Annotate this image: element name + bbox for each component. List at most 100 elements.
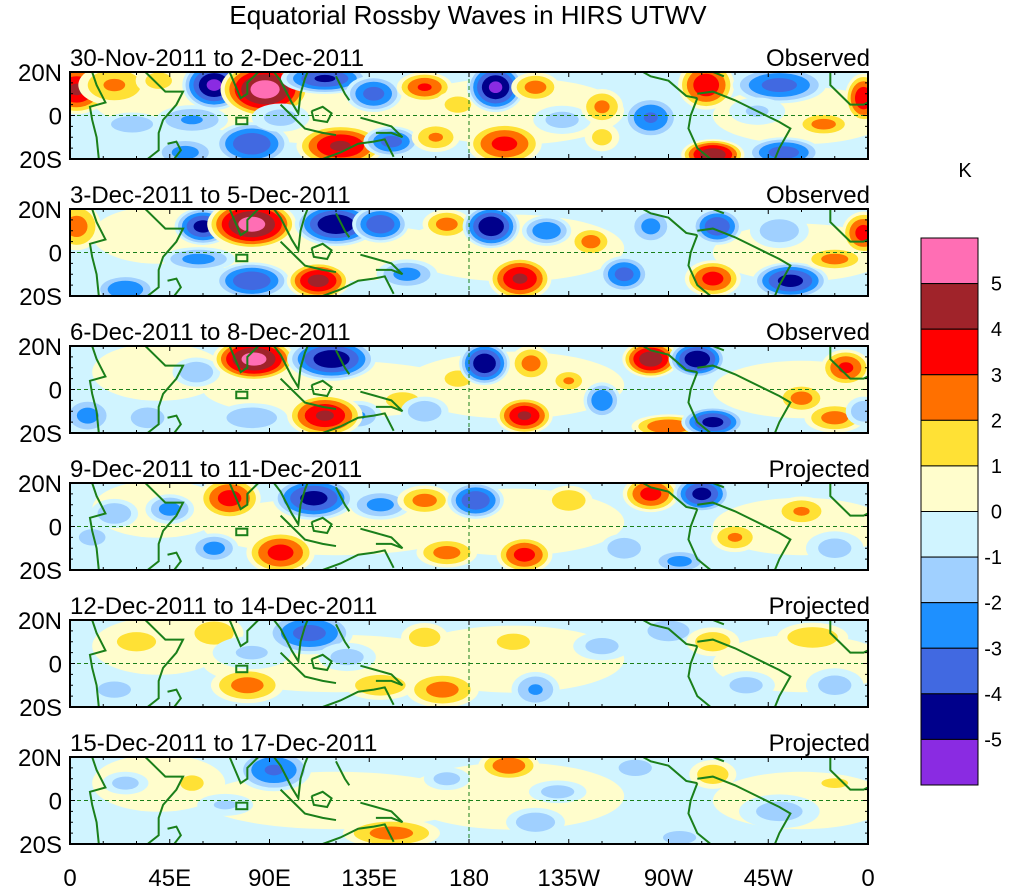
positive-anomaly [774, 496, 829, 526]
contour-level [647, 419, 690, 433]
contour-level [756, 801, 803, 822]
contour-level [292, 624, 326, 642]
colorbar-level-label: -5 [984, 729, 1002, 751]
negative-anomaly [717, 671, 775, 700]
chart-title: Equatorial Rossby Waves in HIRS UTWV [229, 0, 707, 30]
contour-level [695, 632, 731, 652]
contour-level [182, 253, 215, 265]
contour-level [145, 72, 172, 89]
panel-status: Projected [769, 593, 870, 620]
negative-anomaly [352, 209, 409, 243]
contour-level [729, 677, 763, 694]
positive-anomaly [681, 139, 745, 159]
negative-anomaly [650, 826, 709, 844]
colorbar-swatch [920, 419, 979, 467]
contour-level [97, 681, 131, 698]
contour-level [513, 547, 535, 562]
positive-anomaly [396, 72, 453, 103]
positive-anomaly [580, 89, 624, 125]
positive-anomaly [344, 670, 417, 700]
contour-level [473, 353, 496, 374]
coastline [227, 757, 260, 785]
y-tick-label: 0 [49, 241, 62, 268]
y-tick-label: 0 [49, 789, 62, 816]
colorbar-swatch [920, 328, 979, 376]
contour-level [366, 498, 394, 512]
coastline [310, 242, 333, 261]
coastline [167, 140, 183, 159]
negative-anomaly [692, 209, 743, 245]
contour-level [821, 411, 849, 425]
positive-anomaly [584, 123, 620, 152]
contour-level [181, 115, 203, 125]
coastline [701, 483, 725, 489]
negative-anomaly [189, 533, 239, 564]
negative-anomaly [349, 489, 411, 520]
coastline [829, 483, 868, 517]
positive-anomaly [488, 257, 552, 296]
positive-anomaly [70, 209, 101, 251]
coastline [701, 620, 725, 626]
weak-anomaly-region [92, 757, 226, 812]
negative-anomaly [251, 103, 310, 132]
coastline [227, 483, 260, 511]
contour-level [407, 400, 442, 422]
contour-level [366, 214, 395, 234]
coastline [701, 346, 725, 352]
negative-anomaly [746, 137, 822, 159]
colorbar-swatch [920, 511, 979, 558]
negative-anomaly [521, 215, 572, 246]
contour-level [591, 389, 613, 411]
x-tick-label: 90E [248, 865, 291, 890]
negative-anomaly [400, 396, 449, 426]
colorbar-level-label: 2 [991, 410, 1002, 432]
contour-level [315, 410, 334, 421]
panel-status: Projected [769, 456, 870, 483]
positive-anomaly [434, 90, 481, 119]
contour-level [130, 407, 165, 429]
contour-level [330, 140, 351, 152]
coastline [322, 275, 395, 296]
positive-anomaly [296, 124, 385, 159]
coastline [88, 483, 107, 570]
positive-anomaly [78, 72, 151, 106]
negative-anomaly [583, 382, 621, 419]
coastline [687, 371, 712, 433]
contour-level [76, 407, 99, 424]
colorbar-units-label: K [958, 160, 972, 182]
colorbar-level-label: -2 [984, 593, 1002, 615]
contour-level [787, 627, 838, 648]
coastline [167, 277, 183, 296]
negative-anomaly [214, 262, 290, 296]
positive-anomaly [841, 211, 868, 255]
negative-anomaly [345, 75, 402, 113]
coastline [640, 483, 698, 511]
negative-anomaly [423, 767, 470, 791]
positive-anomaly [246, 531, 315, 570]
y-tick-label: 0 [49, 515, 62, 542]
coastline [335, 349, 351, 375]
negative-anomaly [212, 636, 291, 670]
contour-level [179, 361, 214, 383]
y-tick-label: 20N [18, 60, 62, 87]
coastline [322, 138, 395, 159]
contour-level [618, 759, 652, 777]
positive-anomaly [511, 72, 560, 103]
coastline [687, 782, 712, 844]
positive-anomaly [210, 667, 284, 704]
contour-level [116, 632, 157, 652]
negative-anomaly [606, 757, 665, 782]
contour-level [171, 145, 199, 159]
contour-level [545, 111, 579, 129]
coastline [273, 346, 309, 391]
coastline [701, 209, 725, 215]
contour-level [478, 216, 504, 237]
coastlines [88, 209, 868, 296]
negative-anomaly [85, 675, 144, 704]
reference-box [235, 664, 249, 674]
contour-level [444, 96, 472, 113]
anomaly-field [70, 346, 868, 433]
positive-anomaly [710, 522, 760, 553]
contour-level [641, 218, 661, 235]
colorbar-level-label: -4 [984, 684, 1002, 706]
